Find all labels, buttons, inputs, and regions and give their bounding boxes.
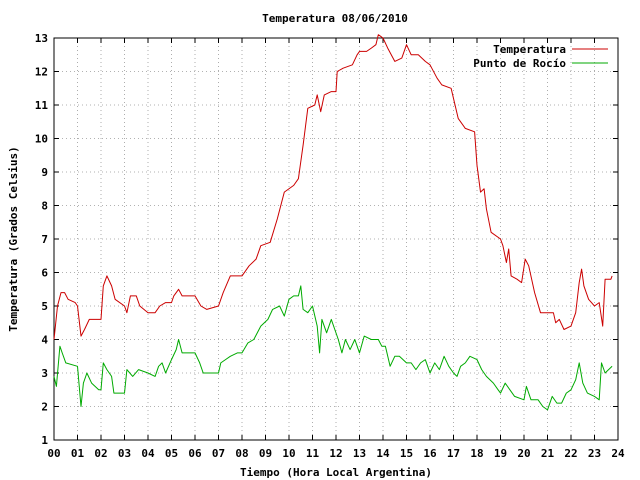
y-tick-label: 1 xyxy=(41,434,48,447)
y-tick-label: 3 xyxy=(41,367,48,380)
x-tick-label: 18 xyxy=(470,447,483,460)
series-line-1 xyxy=(53,285,613,411)
series-line-0 xyxy=(53,34,613,340)
y-tick-label: 13 xyxy=(35,32,48,45)
x-tick-label: 04 xyxy=(141,447,155,460)
y-tick-label: 7 xyxy=(41,233,48,246)
x-tick-label: 06 xyxy=(188,447,202,460)
x-tick-label: 02 xyxy=(94,447,107,460)
x-tick-label: 23 xyxy=(588,447,601,460)
x-axis: 00 01 02 03 04 05 06 07 08 09 10 11 12 13 14 15 16 17 18 19… xyxy=(47,38,625,460)
x-axis-label: Tiempo (Hora Local Argentina) xyxy=(240,466,432,479)
legend-label: Temperatura xyxy=(493,43,566,56)
x-tick-label: 22 xyxy=(564,447,577,460)
series-lines xyxy=(53,34,613,411)
x-tick-label: 09 xyxy=(259,447,272,460)
y-tick-label: 9 xyxy=(41,166,48,179)
x-tick-label: 13 xyxy=(353,447,366,460)
x-tick-label: 10 xyxy=(282,447,295,460)
x-tick-label: 14 xyxy=(376,447,390,460)
chart-title: Temperatura 08/06/2010 xyxy=(262,12,408,25)
x-tick-label: 12 xyxy=(329,447,342,460)
x-tick-label: 21 xyxy=(541,447,555,460)
x-tick-label: 05 xyxy=(165,447,178,460)
y-tick-label: 5 xyxy=(41,300,48,313)
y-tick-label: 2 xyxy=(41,401,48,414)
x-tick-label: 15 xyxy=(400,447,413,460)
y-tick-label: 10 xyxy=(35,133,48,146)
y-tick-label: 4 xyxy=(41,334,48,347)
x-tick-label: 16 xyxy=(423,447,437,460)
y-tick-label: 6 xyxy=(41,267,48,280)
x-tick-label: 03 xyxy=(118,447,131,460)
y-tick-label: 12 xyxy=(35,66,48,79)
x-tick-label: 11 xyxy=(306,447,320,460)
x-tick-label: 19 xyxy=(494,447,507,460)
x-tick-label: 17 xyxy=(447,447,460,460)
x-tick-label: 00 xyxy=(47,447,60,460)
x-tick-label: 01 xyxy=(71,447,85,460)
grid-lines xyxy=(54,38,618,440)
x-tick-label: 20 xyxy=(517,447,530,460)
x-tick-label: 08 xyxy=(235,447,248,460)
y-tick-label: 8 xyxy=(41,200,48,213)
y-axis-label: Temperatura (Grados Celsius) xyxy=(7,146,20,331)
x-tick-label: 24 xyxy=(611,447,625,460)
y-tick-label: 11 xyxy=(35,99,49,112)
x-tick-label: 07 xyxy=(212,447,225,460)
legend-label: Punto de Rocío xyxy=(473,57,566,70)
